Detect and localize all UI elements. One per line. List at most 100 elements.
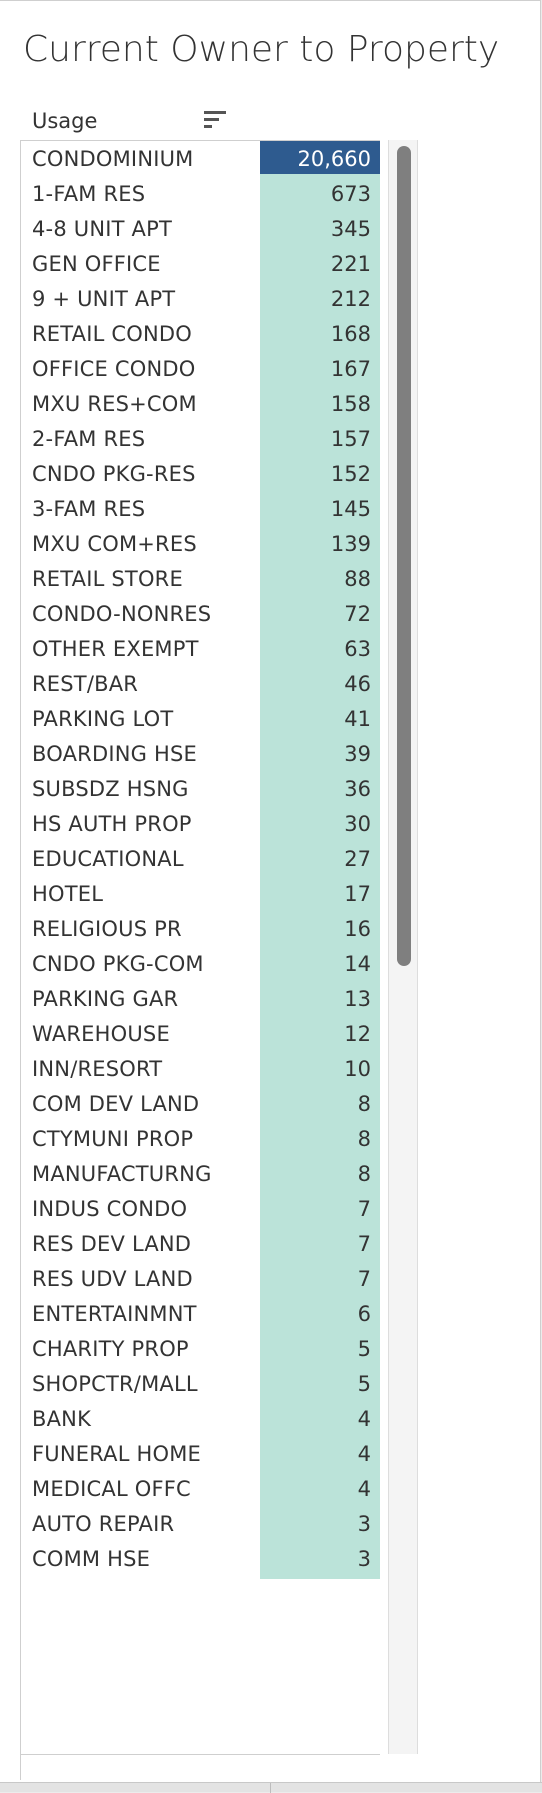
table-row[interactable]: RETAIL STORE 88	[0, 559, 385, 599]
table-row[interactable]: EDUCATIONAL 27	[0, 839, 385, 879]
table-row[interactable]: RETAIL CONDO 168	[0, 314, 385, 354]
value-cell[interactable]: 4	[260, 1399, 380, 1439]
value-cell[interactable]: 4	[260, 1469, 380, 1509]
value-cell[interactable]: 168	[260, 314, 380, 354]
value-cell[interactable]: 5	[260, 1329, 380, 1369]
column-header-usage[interactable]: Usage	[32, 109, 98, 133]
value-cell[interactable]: 17	[260, 874, 380, 914]
value-cell[interactable]: 152	[260, 454, 380, 494]
table-row[interactable]: MEDICAL OFFC 4	[0, 1469, 385, 1509]
row-value: 145	[330, 497, 371, 521]
value-cell[interactable]: 13	[260, 979, 380, 1019]
value-cell[interactable]: 36	[260, 769, 380, 809]
table-row[interactable]: MXU RES+COM 158	[0, 384, 385, 424]
scrollbar-thumb[interactable]	[397, 146, 411, 966]
value-cell[interactable]: 72	[260, 594, 380, 634]
value-cell[interactable]: 14	[260, 944, 380, 984]
value-cell[interactable]: 3	[260, 1504, 380, 1544]
row-value: 36	[344, 777, 371, 801]
table-row[interactable]: REST/BAR 46	[0, 664, 385, 704]
table-row[interactable]: COM DEV LAND 8	[0, 1084, 385, 1124]
value-cell[interactable]: 8	[260, 1154, 380, 1194]
value-cell[interactable]: 673	[260, 174, 380, 214]
value-cell[interactable]: 212	[260, 279, 380, 319]
value-cell[interactable]: 8	[260, 1084, 380, 1124]
table-row[interactable]: ENTERTAINMNT 6	[0, 1294, 385, 1334]
table-row[interactable]: 3-FAM RES 145	[0, 489, 385, 529]
table-row[interactable]: 2-FAM RES 157	[0, 419, 385, 459]
value-cell[interactable]: 39	[260, 734, 380, 774]
table-row[interactable]: HS AUTH PROP 30	[0, 804, 385, 844]
value-cell[interactable]: 41	[260, 699, 380, 739]
table-row[interactable]: RELIGIOUS PR 16	[0, 909, 385, 949]
row-label: 3-FAM RES	[32, 497, 146, 521]
row-value: 8	[357, 1092, 371, 1116]
table-row[interactable]: 4-8 UNIT APT 345	[0, 209, 385, 249]
table-row[interactable]: CTYMUNI PROP 8	[0, 1119, 385, 1159]
value-cell[interactable]: 8	[260, 1119, 380, 1159]
selected-value-cell[interactable]: 20,660	[260, 141, 380, 179]
table-row[interactable]: BOARDING HSE 39	[0, 734, 385, 774]
table-row[interactable]: INN/RESORT 10	[0, 1049, 385, 1089]
row-label: CONDOMINIUM	[32, 147, 194, 171]
value-cell[interactable]: 27	[260, 839, 380, 879]
row-value: 72	[344, 602, 371, 626]
table-row[interactable]: 1-FAM RES 673	[0, 174, 385, 214]
table-row[interactable]: PARKING LOT 41	[0, 699, 385, 739]
value-cell[interactable]: 145	[260, 489, 380, 529]
value-cell[interactable]: 30	[260, 804, 380, 844]
table-row[interactable]: MANUFACTURNG 8	[0, 1154, 385, 1194]
table-row[interactable]: FUNERAL HOME 4	[0, 1434, 385, 1474]
table-row[interactable]: MXU COM+RES 139	[0, 524, 385, 564]
table-row[interactable]: RES UDV LAND 7	[0, 1259, 385, 1299]
table-row[interactable]: RES DEV LAND 7	[0, 1224, 385, 1264]
table-row[interactable]: CNDO PKG-COM 14	[0, 944, 385, 984]
value-cell[interactable]: 7	[260, 1224, 380, 1264]
value-cell[interactable]: 10	[260, 1049, 380, 1089]
table-row[interactable]: CONDOMINIUM 20,660	[0, 141, 385, 179]
value-cell[interactable]: 6	[260, 1294, 380, 1334]
row-value: 4	[357, 1477, 371, 1501]
table-row[interactable]: CNDO PKG-RES 152	[0, 454, 385, 494]
value-cell[interactable]: 139	[260, 524, 380, 564]
value-cell[interactable]: 12	[260, 1014, 380, 1054]
row-value: 3	[357, 1512, 371, 1536]
value-cell[interactable]: 46	[260, 664, 380, 704]
table-row[interactable]: COMM HSE 3	[0, 1539, 385, 1579]
table-row[interactable]: 9 + UNIT APT 212	[0, 279, 385, 319]
value-cell[interactable]: 4	[260, 1434, 380, 1474]
value-cell[interactable]: 221	[260, 244, 380, 284]
value-cell[interactable]: 88	[260, 559, 380, 599]
value-cell[interactable]: 158	[260, 384, 380, 424]
table-row[interactable]: CHARITY PROP 5	[0, 1329, 385, 1369]
vertical-scrollbar[interactable]	[388, 140, 418, 1754]
value-cell[interactable]: 345	[260, 209, 380, 249]
table-row[interactable]: CONDO-NONRES 72	[0, 594, 385, 634]
table-row[interactable]: GEN OFFICE 221	[0, 244, 385, 284]
value-cell[interactable]: 7	[260, 1189, 380, 1229]
table-row[interactable]: WAREHOUSE 12	[0, 1014, 385, 1054]
table-row[interactable]: SUBSDZ HSNG 36	[0, 769, 385, 809]
table-row[interactable]: OFFICE CONDO 167	[0, 349, 385, 389]
value-cell[interactable]: 63	[260, 629, 380, 669]
value-cell[interactable]: 167	[260, 349, 380, 389]
table-row[interactable]: HOTEL 17	[0, 874, 385, 914]
value-cell[interactable]: 3	[260, 1539, 380, 1579]
row-value: 14	[344, 952, 371, 976]
row-value: 221	[330, 252, 371, 276]
value-cell[interactable]: 5	[260, 1364, 380, 1404]
value-cell[interactable]: 7	[260, 1259, 380, 1299]
table-row[interactable]: PARKING GAR 13	[0, 979, 385, 1019]
table-row[interactable]: INDUS CONDO 7	[0, 1189, 385, 1229]
row-label: INN/RESORT	[32, 1057, 163, 1081]
table-row[interactable]: SHOPCTR/MALL 5	[0, 1364, 385, 1404]
table-row[interactable]: BANK 4	[0, 1399, 385, 1439]
value-cell[interactable]: 16	[260, 909, 380, 949]
value-cell[interactable]: 157	[260, 419, 380, 459]
table-row[interactable]: OTHER EXEMPT 63	[0, 629, 385, 669]
table-row[interactable]: AUTO REPAIR 3	[0, 1504, 385, 1544]
row-label: INDUS CONDO	[32, 1197, 188, 1221]
sort-descending-icon[interactable]	[204, 111, 228, 131]
row-label: ENTERTAINMNT	[32, 1302, 197, 1326]
table-bottom-border	[20, 1754, 380, 1755]
